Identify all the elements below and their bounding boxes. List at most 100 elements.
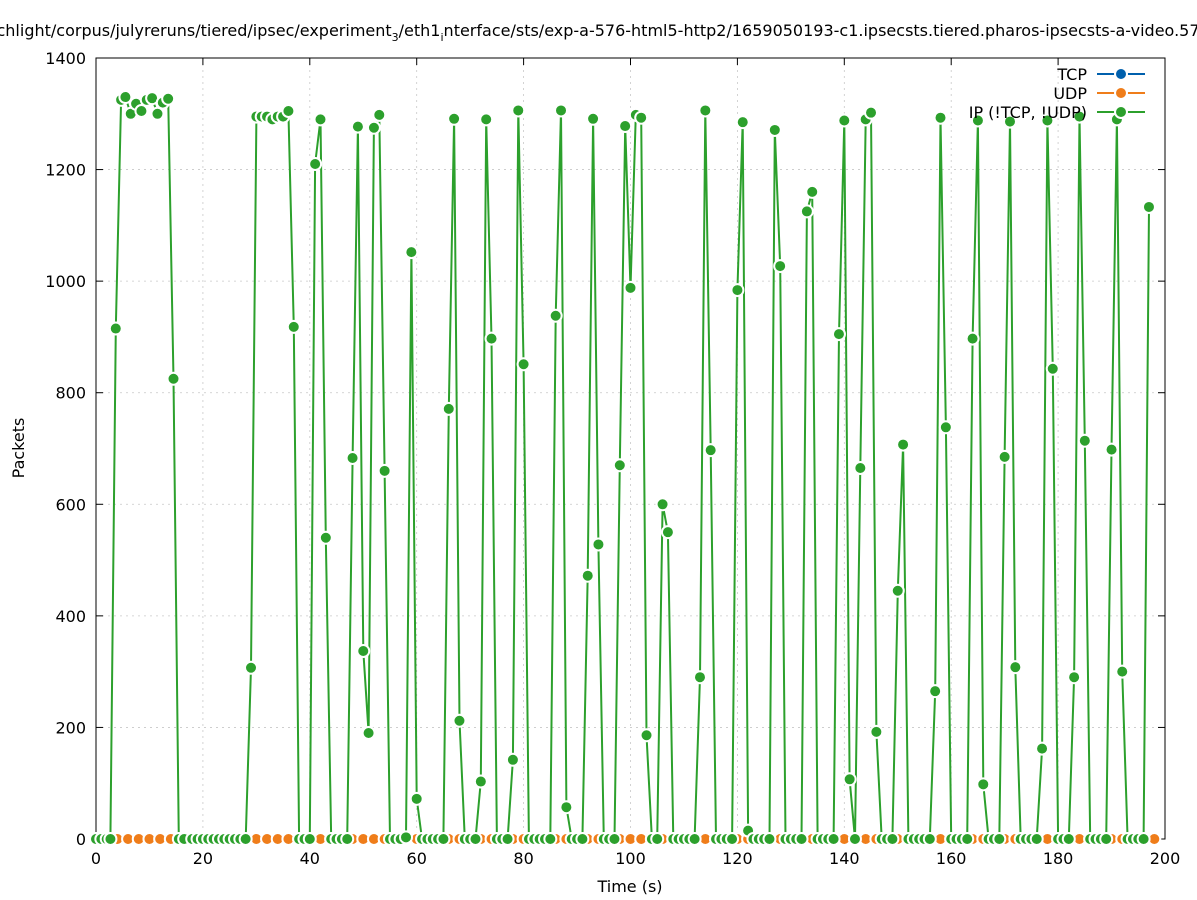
data-point xyxy=(484,331,499,346)
data-point xyxy=(516,357,531,372)
y-tick-label: 400 xyxy=(55,607,86,626)
data-point xyxy=(340,832,355,846)
data-point xyxy=(356,644,371,659)
y-axis-label: Packets xyxy=(9,418,28,479)
data-point xyxy=(847,832,862,846)
x-tick-label: 160 xyxy=(936,849,967,868)
data-point xyxy=(409,791,424,806)
data-point xyxy=(244,660,259,675)
data-point xyxy=(623,280,638,295)
data-point xyxy=(441,401,456,416)
data-point xyxy=(650,832,665,846)
data-point xyxy=(1040,113,1055,128)
data-point xyxy=(1045,361,1060,376)
data-point xyxy=(447,111,462,126)
legend-entry: IP (!TCP, !UDP) xyxy=(969,103,1145,122)
data-point xyxy=(150,106,165,121)
data-point xyxy=(505,752,520,767)
data-point xyxy=(938,420,953,435)
data-point xyxy=(281,103,296,118)
data-point xyxy=(864,105,879,120)
legend-label: TCP xyxy=(1056,65,1087,84)
y-tick-label: 1400 xyxy=(45,49,86,68)
data-point xyxy=(976,777,991,792)
data-point xyxy=(805,184,820,199)
data-point xyxy=(103,832,118,846)
series-layer xyxy=(89,90,1162,846)
data-point xyxy=(1061,832,1076,846)
data-point xyxy=(842,772,857,787)
data-point xyxy=(548,308,563,323)
data-point xyxy=(1008,660,1023,675)
legend-marker xyxy=(1114,86,1128,100)
data-point xyxy=(799,204,814,219)
data-point xyxy=(404,245,419,260)
data-point xyxy=(473,774,488,789)
data-point xyxy=(318,530,333,545)
x-tick-label: 20 xyxy=(193,849,213,868)
data-point xyxy=(1035,741,1050,756)
data-point xyxy=(1029,832,1044,846)
data-point xyxy=(762,832,777,846)
data-point xyxy=(366,120,381,135)
data-point xyxy=(1077,433,1092,448)
data-point xyxy=(345,450,360,465)
x-tick-label: 120 xyxy=(722,849,753,868)
x-axis-label: Time (s) xyxy=(596,877,662,896)
data-point xyxy=(933,110,948,125)
data-point xyxy=(350,119,365,134)
data-point xyxy=(452,713,467,728)
x-tick-label: 40 xyxy=(300,849,320,868)
data-point xyxy=(965,331,980,346)
data-point xyxy=(580,568,595,583)
data-point xyxy=(559,800,574,815)
legend-marker xyxy=(1114,105,1128,119)
data-point xyxy=(660,525,675,540)
data-point xyxy=(377,463,392,478)
data-point xyxy=(960,832,975,846)
data-point xyxy=(468,832,483,846)
data-point xyxy=(554,103,569,118)
data-point xyxy=(687,832,702,846)
data-point xyxy=(1104,442,1119,457)
data-point xyxy=(500,832,515,846)
data-point xyxy=(1141,199,1156,214)
data-point xyxy=(612,458,627,473)
data-point xyxy=(997,449,1012,464)
data-point xyxy=(399,830,414,845)
data-point xyxy=(885,832,900,846)
data-point xyxy=(794,832,809,846)
x-tick-label: 100 xyxy=(615,849,646,868)
data-point xyxy=(1136,832,1151,846)
y-tick-label: 800 xyxy=(55,384,86,403)
x-tick-label: 140 xyxy=(829,849,860,868)
x-tick-label: 80 xyxy=(513,849,533,868)
legend-label: UDP xyxy=(1053,84,1087,103)
y-tick-label: 600 xyxy=(55,495,86,514)
data-point xyxy=(1002,114,1017,129)
data-point xyxy=(922,832,937,846)
data-point xyxy=(730,283,745,298)
data-point xyxy=(308,156,323,171)
data-point xyxy=(607,832,622,846)
data-point xyxy=(692,670,707,685)
x-tick-label: 60 xyxy=(407,849,427,868)
data-point xyxy=(1072,109,1087,124)
data-point xyxy=(1115,664,1130,679)
data-point xyxy=(118,90,133,105)
data-point xyxy=(361,726,376,741)
data-point xyxy=(725,832,740,846)
legend-entry: TCP xyxy=(1056,65,1145,84)
data-point xyxy=(302,832,317,846)
legend-entry: UDP xyxy=(1053,84,1145,103)
data-point xyxy=(286,319,301,334)
axes: 0 20 40 60 80 100 120 140 160 180 200 0 200 400 600 800… xyxy=(45,49,1180,868)
data-point xyxy=(992,832,1007,846)
y-tick-label: 1000 xyxy=(45,272,86,291)
data-point xyxy=(575,832,590,846)
data-point xyxy=(767,122,782,137)
data-point xyxy=(773,259,788,274)
data-point xyxy=(591,537,606,552)
